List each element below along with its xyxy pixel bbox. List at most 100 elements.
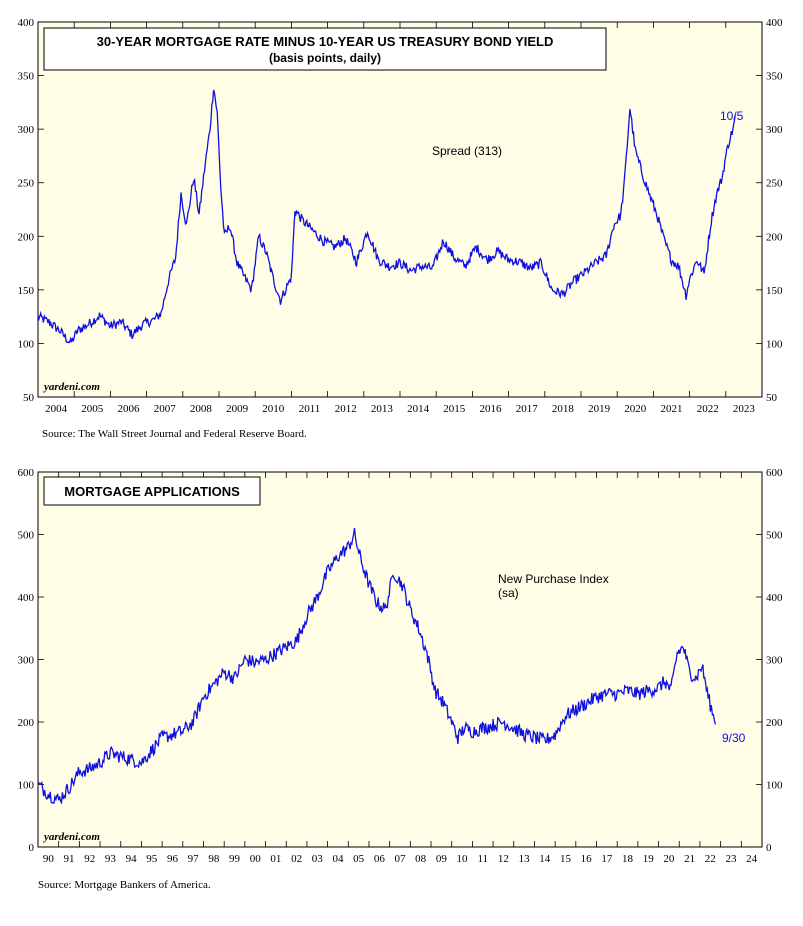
x-tick-label: 91 [64,853,75,865]
chart-title: 30-YEAR MORTGAGE RATE MINUS 10-YEAR US T… [97,34,554,49]
x-tick-label: 2010 [262,403,285,415]
y-tick-label: 200 [766,717,783,729]
x-tick-label: 04 [332,853,344,865]
series-label-2: (sa) [498,586,519,600]
y-axis-left: 0 100 200 300 400 500 600 [18,467,44,854]
x-tick-label: 96 [167,853,179,865]
x-tick-label: 06 [374,853,386,865]
watermark: yardeni.com [42,381,100,393]
series-label: New Purchase Index [498,572,609,586]
x-tick-label: 19 [643,853,655,865]
y-axis-right: 50 100 150 200 250 300 350 400 [756,17,783,404]
y-axis-left: 50 100 150 200 250 300 350 400 [18,17,44,404]
y-tick-label: 200 [18,231,35,243]
x-tick-label: 2008 [190,403,213,415]
y-tick-label: 500 [766,530,783,542]
x-tick-label: 07 [395,853,407,865]
x-tick-label: 13 [519,853,531,865]
x-tick-label: 99 [229,853,241,865]
x-tick-label: 24 [746,853,758,865]
x-tick-label: 2016 [480,403,503,415]
x-tick-label: 90 [43,853,55,865]
title-box [43,27,607,71]
x-axis: 2004 2005 2006 2007 2008 2009 2010 2011 2012 2013… [37,22,763,415]
x-tick-label: 2015 [443,403,466,415]
y-tick-label: 350 [18,71,35,83]
y-tick-label: 100 [18,338,35,350]
x-tick-label: 92 [84,853,95,865]
end-date-label: 9/30 [722,731,746,745]
x-tick-label: 2018 [552,403,575,415]
source-note: Source: Mortgage Bankers of America. [38,879,211,891]
x-tick-label: 23 [725,853,737,865]
spread-chart: 2004 2005 2006 2007 2008 2009 2010 2011 2012 2013… [18,17,784,440]
y-tick-label: 50 [766,392,778,404]
y-tick-label: 100 [766,338,783,350]
end-date-label: 10/5 [720,109,744,123]
x-tick-label: 2013 [371,403,394,415]
x-tick-label: 08 [415,853,427,865]
x-tick-label: 2017 [516,403,539,415]
y-tick-label: 50 [23,392,35,404]
y-tick-label: 0 [766,842,772,854]
y-tick-label: 150 [766,285,783,297]
x-tick-label: 16 [581,853,593,865]
y-tick-label: 500 [18,530,35,542]
x-tick-label: 94 [126,853,138,865]
x-tick-label: 03 [312,853,324,865]
plot-area [37,471,763,848]
y-tick-label: 300 [766,655,783,667]
plot-area [37,21,763,398]
y-tick-label: 250 [18,178,35,190]
y-tick-label: 100 [18,780,35,792]
x-axis: 90 91 92 93 94 95 96 97 98 99 00 01 02 03 04 05 06 07 08 09… [37,472,763,865]
purchase-index-line [37,528,717,805]
x-tick-label: 11 [477,853,488,865]
y-tick-label: 600 [18,467,35,479]
y-tick-label: 400 [18,17,35,29]
y-tick-label: 300 [18,655,35,667]
y-tick-label: 350 [766,71,783,83]
x-tick-label: 2006 [118,403,141,415]
x-tick-label: 2023 [733,403,756,415]
applications-chart: 90 91 92 93 94 95 96 97 98 99 00 01 02 03 04 05 06 07 08 09… [18,467,784,891]
x-tick-label: 95 [146,853,158,865]
y-tick-label: 200 [766,231,783,243]
y-tick-label: 200 [18,717,35,729]
x-tick-label: 12 [498,853,509,865]
y-tick-label: 600 [766,467,783,479]
x-tick-label: 2004 [45,403,68,415]
y-tick-label: 150 [18,285,35,297]
x-tick-label: 2014 [407,403,430,415]
x-tick-label: 2007 [154,403,177,415]
y-tick-label: 300 [766,124,783,136]
y-tick-label: 250 [766,178,783,190]
x-tick-label: 14 [539,853,551,865]
x-tick-label: 05 [353,853,365,865]
x-tick-label: 01 [270,853,281,865]
y-tick-label: 300 [18,124,35,136]
y-tick-label: 400 [766,17,783,29]
x-tick-label: 98 [208,853,220,865]
x-tick-label: 15 [560,853,572,865]
series-label: Spread (313) [432,144,502,158]
x-tick-label: 09 [436,853,448,865]
chart-subtitle: (basis points, daily) [269,51,381,65]
x-tick-label: 2005 [81,403,104,415]
x-tick-label: 2011 [299,403,321,415]
x-tick-label: 2020 [624,403,647,415]
title-box [43,476,261,506]
watermark: yardeni.com [42,831,100,843]
x-tick-label: 21 [684,853,695,865]
x-tick-label: 2022 [697,403,719,415]
x-tick-label: 00 [250,853,262,865]
x-tick-label: 2021 [661,403,683,415]
x-tick-label: 10 [457,853,469,865]
x-tick-label: 02 [291,853,302,865]
source-note: Source: The Wall Street Journal and Fede… [42,428,307,440]
y-tick-label: 100 [766,780,783,792]
x-tick-label: 2009 [226,403,249,415]
x-tick-label: 97 [188,853,200,865]
x-tick-label: 2019 [588,403,611,415]
